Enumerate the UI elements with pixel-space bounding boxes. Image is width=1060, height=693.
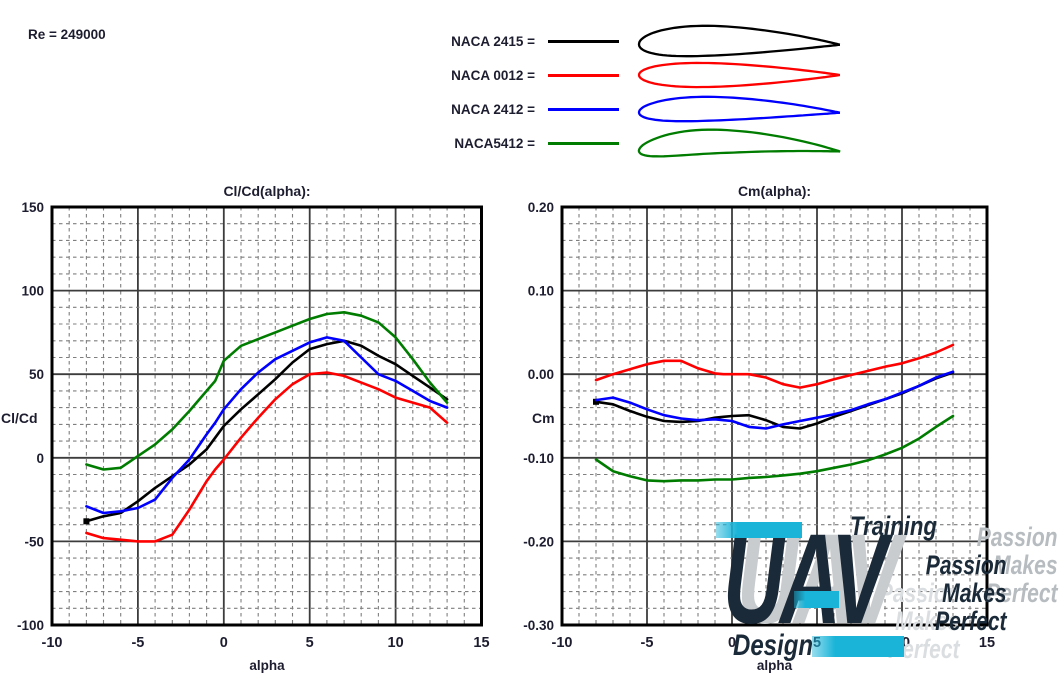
cm-x-axis-label: alpha — [756, 658, 793, 673]
tagline-word: Passion — [977, 522, 1058, 552]
legend-label-naca0012: NACA 0012 = — [451, 67, 535, 83]
reynolds-label: Re = 249000 — [28, 27, 106, 42]
tagline-column-dark: Passion Makes Perfect — [926, 551, 1007, 635]
tagline-word: Passion — [879, 578, 960, 608]
tagline-word: Perfect — [986, 578, 1058, 608]
svg-text:10: 10 — [388, 635, 404, 651]
logo-training-label: Training — [850, 511, 937, 541]
logo-accent-bar-top — [716, 522, 802, 538]
airfoil-profile-icon-naca5412 — [637, 128, 841, 158]
tagline-column-faint: Passion Makes Perfect — [879, 579, 960, 663]
tagline-column-light: Passion Makes Perfect — [977, 523, 1058, 607]
cm-y-axis-label: Cm — [532, 410, 555, 426]
svg-text:15: 15 — [979, 635, 995, 651]
tagline-word: Passion — [926, 550, 1007, 580]
legend-row-naca2415: NACA 2415 = — [438, 24, 843, 58]
tagline-word: Makes — [895, 606, 960, 636]
clcd-chart-title: Cl/Cd(alpha): — [223, 183, 311, 199]
svg-text:-10: -10 — [42, 635, 63, 651]
logo-design-label: Design — [733, 629, 814, 662]
svg-text:-50: -50 — [24, 534, 44, 549]
svg-text:-0.30: -0.30 — [523, 618, 554, 633]
svg-text:-0.20: -0.20 — [523, 534, 554, 549]
legend-line-swatch-naca0012 — [548, 73, 619, 77]
legend-line-swatch-naca2415 — [548, 39, 619, 43]
legend-label-naca5412: NACA5412 = — [454, 135, 535, 151]
svg-text:0: 0 — [728, 635, 736, 651]
svg-text:0.00: 0.00 — [528, 367, 554, 382]
airfoil-legend: NACA 2415 = NACA 0012 = NACA 2412 = NACA… — [438, 24, 843, 160]
svg-text:-0.10: -0.10 — [523, 451, 554, 466]
airfoil-profile-icon-naca2415 — [637, 24, 841, 58]
tagline-word: Makes — [993, 550, 1058, 580]
legend-row-naca2412: NACA 2412 = — [438, 92, 843, 126]
legend-line-swatch-naca2412 — [548, 107, 619, 111]
svg-text:0: 0 — [220, 635, 228, 651]
svg-text:-100: -100 — [17, 618, 44, 633]
clcd-x-axis-label: alpha — [249, 658, 285, 673]
logo-accent-bar-middle — [794, 591, 839, 608]
airfoil-profile-icon-naca0012 — [637, 61, 840, 89]
svg-text:0.20: 0.20 — [528, 200, 554, 215]
tagline-word: Makes — [942, 578, 1007, 608]
svg-text:-5: -5 — [131, 635, 144, 651]
svg-text:100: 100 — [21, 284, 44, 299]
clcd-y-axis-label: Cl/Cd — [1, 410, 38, 426]
legend-label-naca2415: NACA 2415 = — [451, 33, 535, 49]
svg-text:0: 0 — [36, 451, 44, 466]
svg-text:-10: -10 — [552, 635, 573, 651]
svg-text:15: 15 — [473, 635, 489, 651]
airfoil-profile-icon-naca2412 — [637, 95, 841, 123]
cm-chart-title: Cm(alpha): — [737, 183, 812, 199]
legend-line-swatch-naca5412 — [548, 141, 619, 145]
svg-text:0.10: 0.10 — [528, 284, 554, 299]
logo-accent-bar-bottom — [812, 636, 904, 657]
svg-text:50: 50 — [29, 367, 44, 382]
legend-row-naca0012: NACA 0012 = — [438, 58, 843, 92]
svg-text:150: 150 — [21, 200, 44, 215]
svg-text:-5: -5 — [641, 635, 654, 651]
legend-row-naca5412: NACA5412 = — [438, 126, 843, 160]
legend-label-naca2412: NACA 2412 = — [451, 101, 535, 117]
tagline-word: Perfect — [935, 606, 1007, 636]
svg-text:5: 5 — [306, 635, 314, 651]
